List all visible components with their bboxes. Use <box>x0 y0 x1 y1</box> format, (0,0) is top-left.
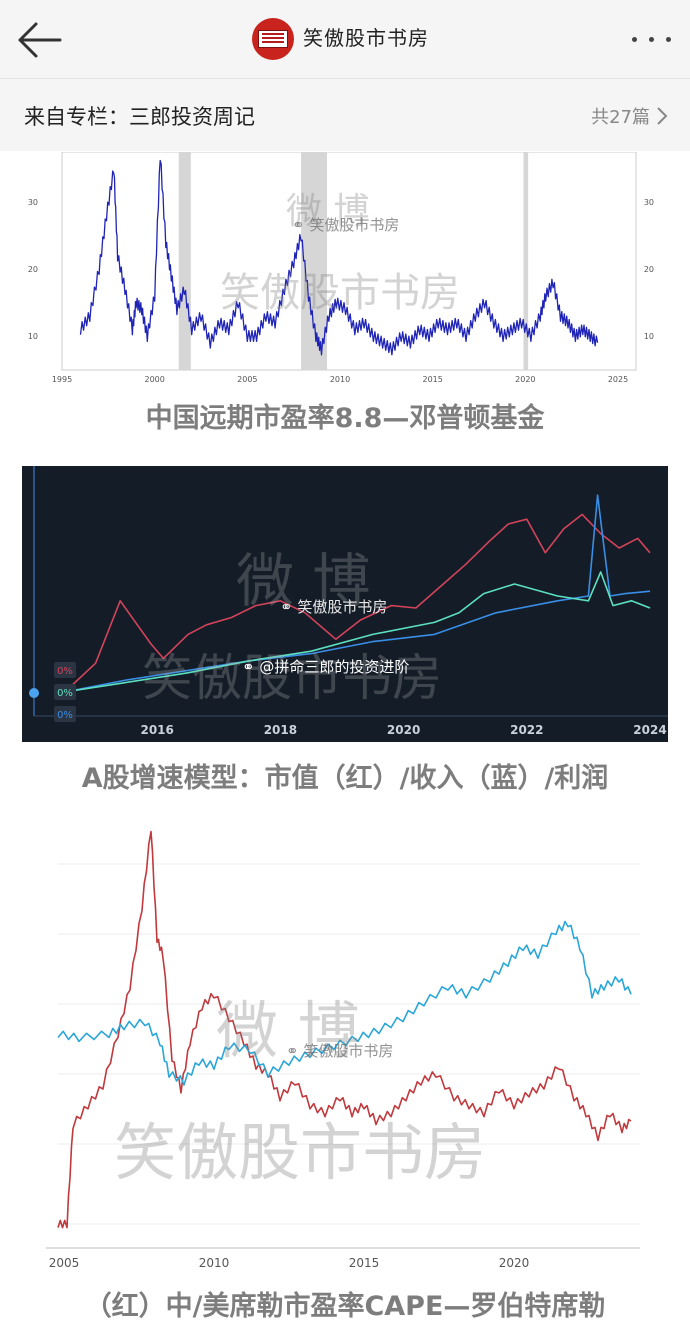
chart-shiller-cape: 2005 2010 2015 2020 微 博 ⚭ 笑傲股市书房 笑傲股市书房 <box>22 812 668 1274</box>
y-tick-label-right: 20 <box>644 265 654 274</box>
legend-badge-label: 0% <box>57 688 73 699</box>
x-tick-label: 2010 <box>330 375 350 384</box>
figure-caption-1: 中国远期市盈率8.8—邓普顿基金 <box>0 396 690 435</box>
watermark-brand-text: 笑傲股市书房 <box>297 598 387 616</box>
figure-caption-3: （红）中/美席勒市盈率CAPE—罗伯特席勒 <box>0 1284 690 1323</box>
watermark-handle: ⚭ @拼命三郎的投资进阶 <box>242 656 409 677</box>
watermark-brand-text: 笑傲股市书房 <box>309 216 399 234</box>
chart-a-share-growth: 2016 2018 2020 2022 2024 0% 0% 0% 微 博 ⚭ 笑傲股市书房 … <box>22 466 668 742</box>
y-tick-label: 30 <box>28 198 38 207</box>
chevron-right-icon <box>656 106 668 126</box>
series-line-pe <box>81 161 598 355</box>
watermark-brand-text: 笑傲股市书房 <box>303 1042 393 1060</box>
top-nav-bar: 笑傲股市书房 <box>0 0 690 79</box>
x-tick-label: 2000 <box>144 375 164 384</box>
shaded-band <box>179 152 191 370</box>
cursor-handle <box>29 688 39 698</box>
x-tick-label: 2020 <box>499 1256 530 1270</box>
x-tick-label: 2015 <box>349 1256 380 1270</box>
x-tick-label: 2022 <box>510 723 543 737</box>
watermark-handle-text: @拼命三郎的投资进阶 <box>259 658 409 676</box>
series-line-0 <box>58 832 631 1228</box>
x-tick-label: 2010 <box>199 1256 230 1270</box>
account-name[interactable]: 笑傲股市书房 <box>303 22 429 51</box>
column-count-label: 共27篇 <box>591 103 650 129</box>
legend-badge-label: 0% <box>57 666 73 677</box>
watermark-brand-small: ⚭ 笑傲股市书房 <box>280 596 387 617</box>
x-tick-label: 2005 <box>49 1256 80 1270</box>
y-tick-label: 20 <box>28 265 38 274</box>
x-tick-label: 2005 <box>237 375 257 384</box>
more-dots-icon <box>632 37 637 42</box>
arrow-left-icon <box>14 20 64 60</box>
y-tick-label: 10 <box>28 332 38 341</box>
figure-caption-2: A股增速模型：市值（红）/收入（蓝）/利润 <box>0 756 690 795</box>
watermark-brand-small: ⚭ 笑傲股市书房 <box>292 214 399 235</box>
x-tick-label: 2020 <box>387 723 420 737</box>
column-bar[interactable]: 来自专栏：三郎投资周记 共27篇 <box>0 79 690 151</box>
x-tick-label: 2025 <box>608 375 628 384</box>
column-count[interactable]: 共27篇 <box>591 103 668 129</box>
avatar-logo <box>258 30 288 48</box>
column-source: 来自专栏：三郎投资周记 <box>24 101 255 131</box>
x-tick-label: 2015 <box>422 375 442 384</box>
chart-china-forward-pe: 1995 2000 2005 2010 2015 2020 2025 10 10 20 20 30 30… <box>22 152 668 384</box>
avatar[interactable] <box>252 18 294 60</box>
x-tick-label: 2024 <box>633 723 666 737</box>
more-button[interactable] <box>628 24 676 54</box>
back-button[interactable] <box>14 20 64 60</box>
x-tick-label: 1995 <box>52 375 72 384</box>
y-tick-label-right: 30 <box>644 198 654 207</box>
x-tick-label: 2018 <box>264 723 297 737</box>
legend-badge-label: 0% <box>57 710 73 721</box>
y-tick-label-right: 10 <box>644 332 654 341</box>
x-tick-label: 2016 <box>140 723 173 737</box>
x-tick-label: 2020 <box>515 375 535 384</box>
watermark-brand-small: ⚭ 笑傲股市书房 <box>286 1040 393 1061</box>
